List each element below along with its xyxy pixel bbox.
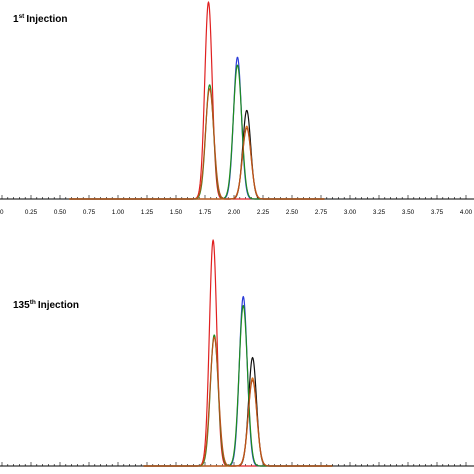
x-tick-label: 2.00 <box>228 209 241 216</box>
panel-label-number: 1 <box>13 14 19 25</box>
x-tick-label: 1.25 <box>141 209 154 216</box>
x-tick-label: 3.25 <box>373 209 386 216</box>
chromatogram-trace-5 <box>143 304 333 467</box>
panel-label-number: 135 <box>13 300 30 311</box>
chromatogram-trace-1 <box>69 1 325 200</box>
x-tick-label: 2.50 <box>286 209 299 216</box>
chromatogram-trace-6 <box>143 336 333 467</box>
x-tick-label: 1.50 <box>170 209 183 216</box>
x-tick-label: 3.75 <box>431 209 444 216</box>
x-tick-label: 4.00 <box>460 209 473 216</box>
x-tick-label: 2.75 <box>315 209 328 216</box>
panel-label-suffix: st <box>19 13 26 20</box>
panel-label: 1st Injection <box>13 13 67 25</box>
chromatogram-trace-5 <box>69 64 325 200</box>
chromatogram-trace-1 <box>143 239 333 467</box>
chromatogram-trace-4 <box>69 125 325 200</box>
chromatogram-trace-3 <box>143 356 333 467</box>
chromatogram-trace-2 <box>69 56 325 200</box>
chromatogram-trace-6 <box>69 88 325 200</box>
chromatogram-trace-2 <box>143 295 333 467</box>
x-tick-label: 1.00 <box>112 209 125 216</box>
chromatogram-panel-1st-injection: 1st Injection 0 0.25 0.50 0.75 1.00 1.25 1.50 1.7… <box>0 1 474 216</box>
panel-label-text: Injection <box>38 300 79 311</box>
chromatogram-trace-3 <box>69 109 325 200</box>
x-tick-label: 3.50 <box>402 209 415 216</box>
panel-label-suffix: th <box>30 299 36 306</box>
x-tick-label: 3.00 <box>344 209 357 216</box>
panel-label-text: Injection <box>26 14 67 25</box>
x-tick-label: 0.50 <box>54 209 67 216</box>
x-tick-label: 2.25 <box>257 209 270 216</box>
x-tick-label: 1.75 <box>199 209 212 216</box>
x-tick-label: 0 <box>0 209 4 216</box>
chromatogram-panel-135th-injection: 135th Injection <box>0 239 474 467</box>
x-tick-label: 0.25 <box>25 209 38 216</box>
panel-label: 135th Injection <box>13 299 79 311</box>
x-tick-label: 0.75 <box>83 209 96 216</box>
